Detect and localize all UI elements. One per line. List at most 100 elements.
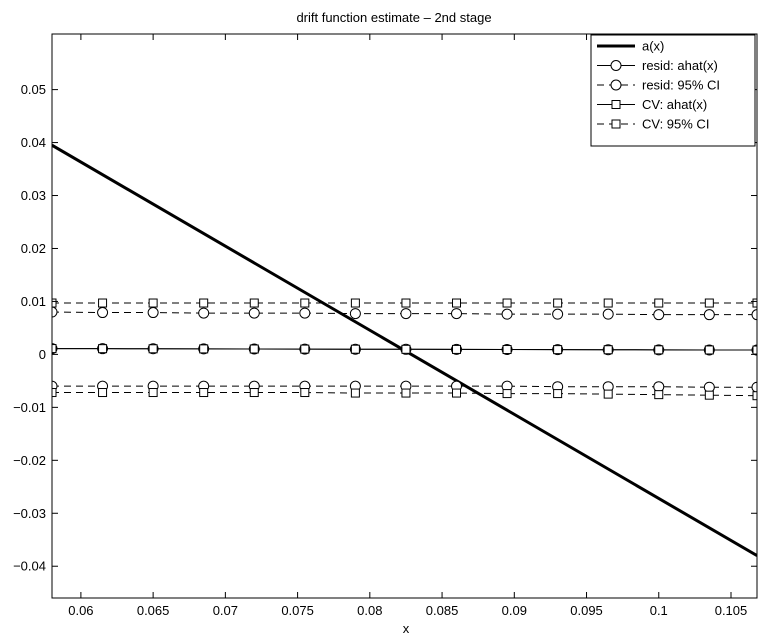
series-6 xyxy=(52,388,757,401)
data-point xyxy=(553,345,563,355)
x-tick-label: 0.085 xyxy=(426,603,459,618)
data-point xyxy=(703,309,715,321)
x-tick-label: 0.1 xyxy=(650,603,668,618)
data-point xyxy=(502,345,512,355)
data-point xyxy=(603,298,613,308)
data-point xyxy=(704,390,714,400)
data-point xyxy=(654,390,664,400)
y-tick-label: −0.04 xyxy=(13,559,46,574)
data-point xyxy=(249,298,259,308)
x-tick-label: 0.08 xyxy=(357,603,382,618)
legend-marker xyxy=(611,119,621,129)
series-4 xyxy=(52,344,757,355)
legend-marker xyxy=(610,60,622,71)
x-tick-label: 0.06 xyxy=(68,603,93,618)
legend-label: resid: 95% CI xyxy=(642,78,720,93)
data-point xyxy=(502,298,512,308)
data-point xyxy=(400,308,412,320)
legend-marker xyxy=(610,79,622,91)
x-tick-label: 0.09 xyxy=(502,603,527,618)
data-point xyxy=(501,308,513,320)
data-point xyxy=(452,388,462,398)
data-point xyxy=(147,307,159,319)
legend-marker xyxy=(611,100,621,109)
x-axis-label: x xyxy=(403,621,410,636)
data-point xyxy=(704,298,714,308)
y-tick-label: 0.02 xyxy=(21,241,46,256)
series-5 xyxy=(52,298,757,308)
data-point xyxy=(350,344,360,354)
legend-label: resid: ahat(x) xyxy=(642,58,718,73)
data-point xyxy=(249,344,259,354)
legend-entry: resid: 95% CI xyxy=(597,78,720,93)
data-point xyxy=(401,388,411,398)
data-point xyxy=(299,307,311,319)
data-point xyxy=(553,298,563,308)
data-point xyxy=(452,344,462,354)
data-point xyxy=(752,391,757,401)
data-point xyxy=(751,309,757,321)
data-point xyxy=(148,388,158,398)
data-point xyxy=(300,298,310,308)
x-tick-label: 0.065 xyxy=(137,603,170,618)
data-point xyxy=(654,345,664,355)
data-point xyxy=(751,381,757,393)
data-point xyxy=(704,345,714,355)
data-point xyxy=(452,298,462,308)
y-tick-label: −0.01 xyxy=(13,400,46,415)
data-point xyxy=(52,298,57,308)
data-point xyxy=(553,389,563,399)
plot-frame xyxy=(51,33,758,599)
y-tick-label: −0.02 xyxy=(13,453,46,468)
data-point xyxy=(249,388,259,398)
data-point xyxy=(502,389,512,399)
data-point xyxy=(653,309,665,321)
data-point xyxy=(148,298,158,308)
legend-label: CV: 95% CI xyxy=(642,117,709,132)
data-point xyxy=(300,344,310,354)
data-point xyxy=(552,308,564,320)
data-point xyxy=(349,308,361,320)
y-tick-label: 0.05 xyxy=(21,82,46,97)
data-point xyxy=(602,308,614,320)
data-point xyxy=(248,307,260,319)
legend-label: a(x) xyxy=(642,39,664,54)
x-tick-label: 0.075 xyxy=(281,603,314,618)
data-point xyxy=(350,298,360,308)
y-tick-label: 0.01 xyxy=(21,294,46,309)
data-point xyxy=(401,344,411,354)
y-tick-label: 0.03 xyxy=(21,188,46,203)
data-point xyxy=(199,388,209,398)
y-tick-label: 0 xyxy=(39,347,46,362)
legend-entry: a(x) xyxy=(597,39,664,54)
data-point xyxy=(52,344,57,354)
x-tick-label: 0.07 xyxy=(213,603,238,618)
data-point xyxy=(198,307,210,319)
x-tick-label: 0.095 xyxy=(570,603,603,618)
x-tick-label: 0.105 xyxy=(715,603,748,618)
data-point xyxy=(451,308,463,320)
data-point xyxy=(199,298,209,308)
data-point xyxy=(401,298,411,308)
data-point xyxy=(300,388,310,398)
data-point xyxy=(603,345,613,355)
data-point xyxy=(52,306,58,318)
legend-entry: resid: ahat(x) xyxy=(597,58,718,73)
data-point xyxy=(97,307,109,319)
data-point xyxy=(98,388,108,398)
data-point xyxy=(98,344,108,354)
legend-entry: CV: 95% CI xyxy=(597,117,709,132)
data-point xyxy=(148,344,158,354)
data-point xyxy=(603,389,613,399)
data-point xyxy=(199,344,209,354)
data-point xyxy=(98,298,108,308)
chart-title: drift function estimate – 2nd stage xyxy=(296,10,491,25)
data-point xyxy=(52,388,57,398)
y-tick-label: 0.04 xyxy=(21,135,46,150)
data-point xyxy=(654,298,664,308)
data-point xyxy=(752,345,757,355)
legend-entry: CV: ahat(x) xyxy=(597,97,707,112)
legend-label: CV: ahat(x) xyxy=(642,97,707,112)
series-2 xyxy=(52,306,757,321)
